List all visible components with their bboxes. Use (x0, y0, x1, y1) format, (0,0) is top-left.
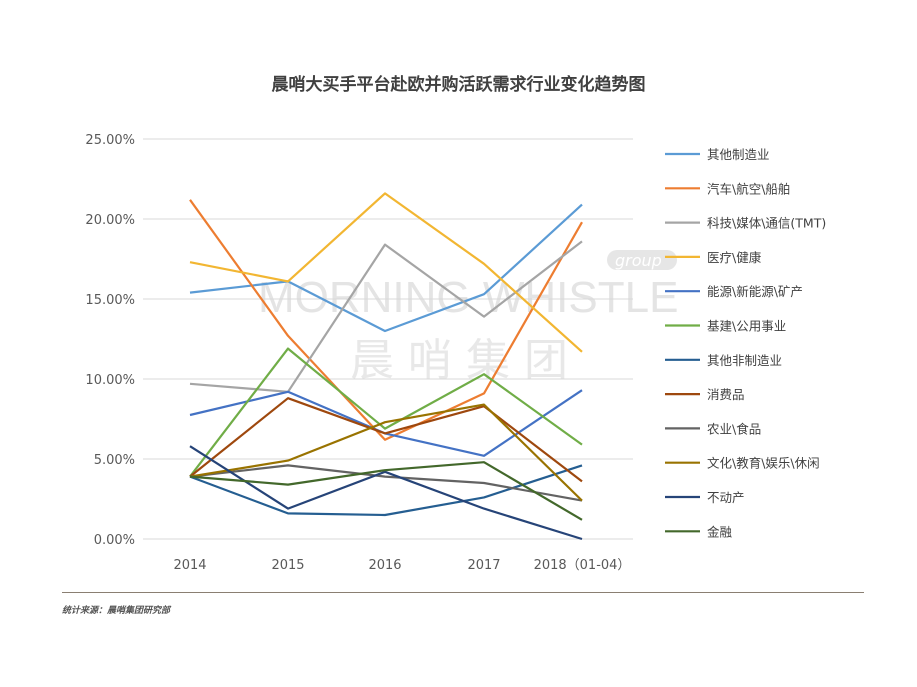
x-tick-label: 2018（01-04） (534, 558, 631, 573)
x-tick-label: 2016 (368, 558, 401, 573)
y-tick-label: 15.00% (85, 293, 135, 308)
y-tick-label: 20.00% (85, 213, 135, 228)
legend-label: 消费品 (707, 387, 745, 402)
x-tick-label: 2017 (467, 558, 500, 573)
legend-label: 不动产 (707, 490, 745, 505)
watermark-logo-cn: 晨哨集团 (350, 335, 582, 386)
legend-label: 其他制造业 (707, 147, 770, 162)
chart-title: 晨哨大买手平台赴欧并购活跃需求行业变化趋势图 (271, 75, 646, 95)
y-tick-label: 0.00% (94, 533, 135, 548)
watermark-tag-bg (607, 250, 677, 270)
x-tick-label: 2014 (173, 558, 206, 573)
legend-label: 汽车\航空\船舶 (707, 181, 790, 196)
legend-label: 其他非制造业 (707, 353, 782, 368)
x-tick-label: 2015 (271, 558, 304, 573)
legend-label: 医疗\健康 (707, 250, 762, 265)
divider (62, 592, 864, 593)
y-tick-label: 5.00% (94, 453, 135, 468)
source-note: 统计来源：晨哨集团研究部 (62, 606, 171, 616)
watermark-logo: MORNING WHISTLE (258, 273, 678, 322)
y-tick-label: 25.00% (85, 133, 135, 148)
legend-label: 科技\媒体\通信(TMT) (707, 216, 826, 231)
series-line-11 (189, 445, 583, 541)
legend-label: 文化\教育\娱乐\休闲 (707, 456, 820, 471)
watermark-tag: group (615, 251, 662, 270)
y-tick-label: 10.00% (85, 373, 135, 388)
legend-label: 能源\新能源\矿产 (707, 284, 803, 299)
legend-label: 金融 (707, 524, 733, 539)
legend-label: 农业\食品 (707, 421, 761, 436)
legend-label: 基建\公用事业 (707, 319, 786, 334)
